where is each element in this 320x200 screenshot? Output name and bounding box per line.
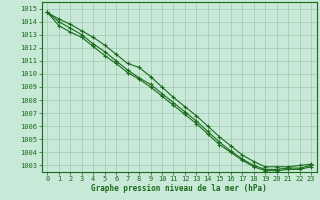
- X-axis label: Graphe pression niveau de la mer (hPa): Graphe pression niveau de la mer (hPa): [91, 184, 267, 193]
